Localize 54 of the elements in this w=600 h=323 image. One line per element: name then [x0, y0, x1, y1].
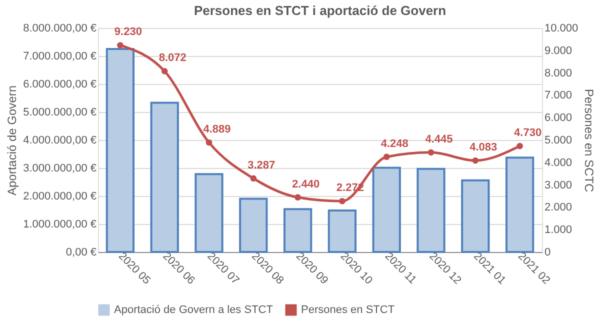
- data-label: 4.730: [514, 127, 542, 140]
- point: [339, 198, 346, 204]
- bar: [150, 102, 179, 253]
- point: [250, 175, 257, 182]
- y2-tick-label: 1.000: [544, 224, 572, 236]
- point: [161, 68, 168, 74]
- data-label: 4.248: [380, 138, 408, 150]
- y-tick-label: 8.000.000,00 €: [23, 22, 96, 34]
- point: [117, 42, 124, 48]
- data-label: 2.440: [292, 178, 320, 190]
- bar: [505, 156, 534, 253]
- y2-tick-label: 5.000: [544, 134, 572, 146]
- data-label: 4.083: [470, 142, 498, 154]
- y2-tick-label: 2.000: [544, 202, 572, 214]
- point: [294, 194, 301, 200]
- y-tick-label: 4.000.000,00 €: [23, 134, 96, 146]
- data-label: 9.230: [114, 26, 142, 38]
- y2-tick-label: 3.000: [544, 179, 572, 192]
- bar: [461, 179, 490, 253]
- bar: [283, 208, 312, 253]
- y2-tick-label: 7.000: [544, 90, 572, 102]
- y2-tick-label: 6.000: [544, 112, 572, 124]
- point: [516, 142, 523, 150]
- data-label: 3.287: [248, 159, 276, 172]
- y-tick-label: 6.000.000,00 €: [23, 78, 96, 90]
- bar: [372, 166, 401, 253]
- bar: [106, 48, 135, 253]
- y2-tick-label: 8.000: [544, 67, 572, 80]
- y-tick-label: 3.000.000,00 €: [23, 162, 96, 174]
- y2-tick-label: 4.000: [544, 156, 572, 169]
- bar: [328, 210, 357, 253]
- data-label: 8.072: [158, 52, 186, 64]
- y2-axis-title: Persones en SCTC: [582, 88, 596, 193]
- chart-title: Persones en STCT i aportació de Govern: [194, 3, 446, 18]
- data-label: 4.445: [425, 133, 453, 146]
- y2-tick-label: 0: [544, 246, 551, 258]
- bar: [239, 198, 268, 253]
- y-tick-label: 1.000.000,00 €: [23, 218, 96, 230]
- point: [428, 149, 434, 156]
- legend-label: Aportació de Govern a les STCT: [114, 304, 274, 316]
- point: [472, 157, 479, 164]
- data-label: 4.889: [203, 123, 231, 136]
- bar: [194, 173, 224, 253]
- y-axis-title: Aportació de Govern: [5, 85, 20, 196]
- y-tick-label: 5.000.000,00 €: [23, 106, 96, 118]
- y2-tick-label: 10.000: [544, 22, 578, 34]
- bar: [416, 168, 446, 253]
- legend-label: Persones en STCT: [301, 304, 395, 316]
- y2-tick-label: 9.000: [544, 44, 572, 57]
- y-tick-label: 7.000.000,00 €: [23, 50, 96, 62]
- point: [206, 139, 212, 146]
- y-tick-label: 2.000.000,00 €: [23, 190, 96, 202]
- point: [383, 154, 390, 160]
- y-tick-label: 0,00 €: [66, 246, 96, 258]
